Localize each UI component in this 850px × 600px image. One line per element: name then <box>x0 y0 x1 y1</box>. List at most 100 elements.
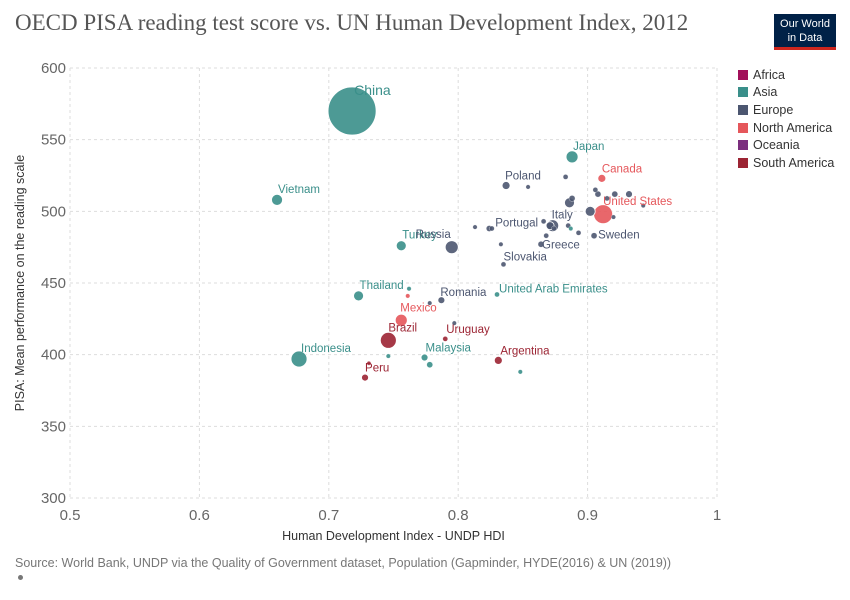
point-label-greece: Greece <box>542 239 580 251</box>
data-point-europe <box>575 230 582 236</box>
point-label-indonesia: Indonesia <box>301 343 351 355</box>
data-point-sweden <box>590 232 598 239</box>
data-point-poland <box>501 181 511 190</box>
legend-swatch-oceania <box>738 140 748 151</box>
y-tick-label: 500 <box>41 203 66 220</box>
x-tick-label: 0.7 <box>318 507 339 524</box>
data-point-canada <box>597 173 607 183</box>
point-label-vietnam: Vietnam <box>278 184 320 196</box>
data-point-europe <box>568 195 576 202</box>
data-point-europe <box>604 195 610 202</box>
data-point-asia <box>385 353 391 359</box>
data-point-uruguay <box>442 336 448 342</box>
data-point-europe <box>551 225 557 232</box>
x-tick-label: 1 <box>713 507 721 524</box>
data-point-asia <box>517 369 523 375</box>
data-point-argentina <box>493 355 503 365</box>
data-point-north-america <box>405 293 411 299</box>
y-tick-label: 450 <box>41 275 66 292</box>
data-point-south-america <box>366 361 372 366</box>
data-point-asia <box>406 286 412 292</box>
data-point-brazil <box>379 331 397 349</box>
data-point-asia <box>426 361 433 368</box>
legend-swatch-north-america <box>738 122 748 133</box>
x-tick-label: 0.8 <box>448 507 469 524</box>
legend-item-north-america[interactable]: North America <box>738 119 834 137</box>
data-point-europe <box>562 174 569 180</box>
legend-label-asia: Asia <box>753 85 778 100</box>
data-point-europe <box>489 225 495 232</box>
data-point-europe <box>451 320 457 326</box>
y-tick-label: 300 <box>41 490 66 507</box>
source-note: Source: World Bank, UNDP via the Quality… <box>15 556 672 570</box>
legend-item-oceania[interactable]: Oceania <box>738 136 834 154</box>
data-point-mexico <box>394 313 408 327</box>
point-label-united-states: United States <box>603 196 672 208</box>
point-label-united-arab-emirates: United Arab Emirates <box>499 283 608 295</box>
legend-swatch-south-america <box>738 157 748 168</box>
data-point-europe <box>625 190 633 199</box>
legend-item-europe[interactable]: Europe <box>738 101 834 119</box>
legend-label-south-america: South America <box>753 155 835 170</box>
owid-logo[interactable]: Our World in Data <box>774 14 836 50</box>
data-point-europe <box>427 300 433 306</box>
data-point-europe <box>472 224 478 230</box>
data-point-europe <box>543 233 549 239</box>
legend: Africa Asia Europe North America Oceania… <box>738 66 834 172</box>
point-label-italy: Italy <box>552 210 573 222</box>
legend-label-europe: Europe <box>753 102 794 117</box>
data-point-europe <box>611 190 618 198</box>
legend-label-north-america: North America <box>753 120 833 135</box>
x-tick-label: 0.6 <box>189 507 210 524</box>
point-label-argentina: Argentina <box>500 345 550 357</box>
legend-swatch-europe <box>738 104 748 115</box>
point-label-mexico: Mexico <box>400 302 436 314</box>
chart-title: OECD PISA reading test score vs. UN Huma… <box>15 10 689 35</box>
data-point-asia <box>568 226 574 231</box>
point-label-sweden: Sweden <box>598 230 640 242</box>
data-point-europe <box>611 214 616 220</box>
point-label-slovakia: Slovakia <box>503 251 547 263</box>
y-tick-label: 550 <box>41 132 66 149</box>
data-point-greece <box>537 241 545 248</box>
data-point-europe <box>594 190 602 198</box>
point-label-portugal: Portugal <box>495 218 538 230</box>
data-point-russia <box>444 240 459 255</box>
data-point-europe <box>540 218 547 225</box>
legend-item-south-america[interactable]: South America <box>738 154 834 172</box>
source-bullet-icon <box>18 575 23 580</box>
x-tick-label: 0.5 <box>60 507 81 524</box>
point-label-china: China <box>354 82 391 98</box>
point-label-romania: Romania <box>440 287 487 299</box>
logo-line-1: Our World <box>780 18 830 30</box>
point-label-canada: Canada <box>602 163 643 175</box>
legend-label-oceania: Oceania <box>753 138 800 153</box>
data-point-europe <box>498 241 504 247</box>
point-label-uruguay: Uruguay <box>446 324 490 336</box>
point-label-thailand: Thailand <box>360 280 404 292</box>
data-point-vietnam <box>271 193 283 206</box>
data-point-europe <box>592 187 599 193</box>
y-tick-label: 600 <box>41 60 66 77</box>
legend-label-africa: Africa <box>753 67 785 82</box>
data-point-europe <box>584 205 596 217</box>
data-point-china <box>327 86 377 136</box>
data-point-japan <box>565 150 579 164</box>
logo-line-2: in Data <box>787 32 823 44</box>
y-axis-title: PISA: Mean performance on the reading sc… <box>13 155 27 411</box>
point-label-turkey: Turkey <box>402 230 437 242</box>
y-tick-label: 400 <box>41 347 66 364</box>
data-point-malaysia <box>420 353 429 362</box>
legend-swatch-asia <box>738 87 748 98</box>
data-point-indonesia <box>290 350 308 368</box>
point-label-brazil: Brazil <box>388 322 417 334</box>
point-label-poland: Poland <box>505 171 541 183</box>
data-point-slovakia <box>500 261 507 268</box>
legend-item-asia[interactable]: Asia <box>738 84 834 102</box>
point-label-malaysia: Malaysia <box>426 343 472 355</box>
legend-swatch-africa <box>738 69 748 80</box>
legend-item-africa[interactable]: Africa <box>738 66 834 84</box>
point-label-peru: Peru <box>365 363 389 375</box>
data-point-europe <box>525 184 531 190</box>
